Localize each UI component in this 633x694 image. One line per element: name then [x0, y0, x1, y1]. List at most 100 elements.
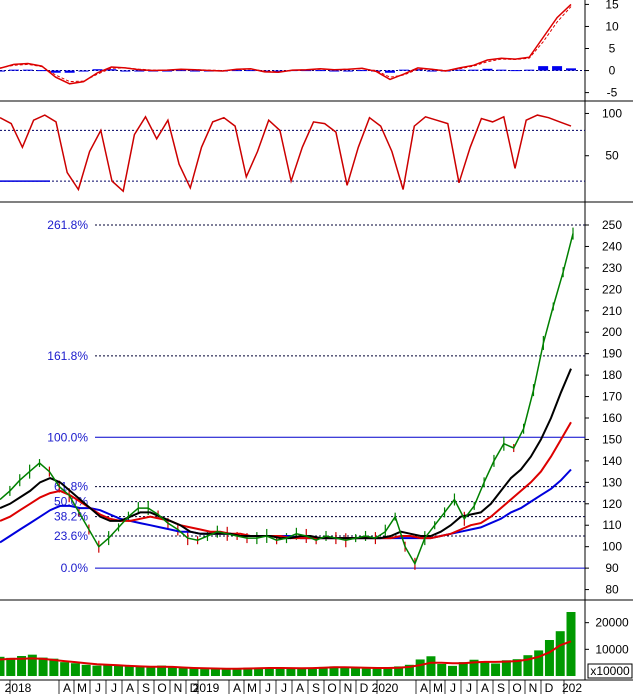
- macd-histogram-bar: [538, 66, 549, 71]
- macd-histogram-bar: [482, 68, 493, 71]
- volume-bar: [437, 664, 447, 676]
- macd-y-tick-label: 10: [605, 19, 619, 33]
- volume-bar: [555, 631, 565, 676]
- price-close-line: [0, 233, 574, 566]
- stoch-y-tick-label: 100: [602, 106, 622, 120]
- volume-bar: [114, 665, 124, 676]
- volume-unit-label: x10000: [590, 664, 630, 678]
- price-y-tick-label: 150: [602, 432, 622, 446]
- price-y-tick-label: 210: [602, 304, 622, 318]
- volume-bar: [243, 667, 253, 676]
- volume-unit-box: [587, 663, 633, 679]
- volume-bar: [351, 668, 361, 676]
- time-axis-label: D: [545, 681, 554, 694]
- macd-histogram-bar: [273, 70, 284, 72]
- macd-histogram-bar: [524, 69, 535, 71]
- time-axis-label: N: [529, 681, 538, 694]
- time-axis-label: A: [233, 681, 241, 694]
- stoch-y-tick-label: 50: [605, 149, 619, 163]
- macd-histogram-bar: [454, 69, 465, 71]
- macd-histogram-bar: [162, 70, 173, 72]
- macd-histogram-bar: [120, 70, 131, 72]
- time-axis-label: O: [512, 681, 521, 694]
- time-axis-label: S: [142, 681, 150, 694]
- volume-bar: [512, 659, 522, 676]
- price-y-tick-label: 90: [605, 561, 619, 575]
- time-axis-label: J: [450, 681, 456, 694]
- volume-bar: [534, 650, 544, 676]
- volume-bar: [458, 662, 468, 676]
- volume-bar: [340, 667, 350, 676]
- time-axis-label: J: [265, 681, 271, 694]
- time-axis-label: 202: [562, 681, 582, 694]
- volume-bar: [0, 656, 5, 676]
- macd-histogram-bar: [566, 68, 576, 71]
- fib-level-label: 0.0%: [61, 561, 89, 575]
- volume-bar: [286, 668, 296, 676]
- volume-bar: [447, 665, 457, 676]
- macd-histogram-bar: [0, 70, 5, 72]
- macd-histogram-bar: [384, 70, 395, 73]
- macd-histogram-bar: [64, 70, 75, 73]
- time-axis-label: M: [433, 681, 443, 694]
- time-axis-label: M: [247, 681, 257, 694]
- volume-bar: [70, 663, 80, 676]
- time-axis-label: A: [420, 681, 428, 694]
- volume-bar: [566, 612, 576, 676]
- fib-level-label: 100.0%: [47, 430, 88, 444]
- macd-histogram-bar: [189, 70, 200, 72]
- macd-y-tick-label: 0: [609, 64, 616, 78]
- macd-histogram-bar: [245, 70, 256, 72]
- macd-histogram-bar: [36, 70, 47, 72]
- fib-level-label: 38.2%: [54, 510, 88, 524]
- price-y-tick-label: 190: [602, 347, 622, 361]
- volume-y-tick-label: 10000: [595, 642, 629, 656]
- time-axis-label: J: [281, 681, 287, 694]
- time-axis-label: A: [63, 681, 71, 694]
- macd-histogram-bar: [8, 69, 19, 71]
- macd-y-tick-label: 15: [605, 0, 619, 11]
- volume-bar: [501, 660, 511, 676]
- macd-line: [0, 3, 572, 85]
- volume-bar: [135, 666, 145, 676]
- volume-bar: [307, 667, 317, 676]
- macd-histogram-bar: [78, 70, 89, 72]
- time-axis-label: 2018: [5, 681, 32, 694]
- macd-histogram-bar: [357, 70, 368, 72]
- price-y-tick-label: 170: [602, 390, 622, 404]
- ma-long-line: [0, 468, 572, 544]
- price-y-tick-label: 180: [602, 368, 622, 382]
- volume-y-tick-label: 20000: [595, 616, 629, 630]
- volume-bar: [544, 640, 554, 676]
- volume-bar: [491, 663, 501, 676]
- macd-histogram-bar: [106, 69, 117, 71]
- fib-level-label: 161.8%: [47, 349, 88, 363]
- price-y-tick-label: 130: [602, 475, 622, 489]
- price-y-tick-label: 250: [602, 218, 622, 232]
- macd-histogram-bar: [329, 70, 340, 72]
- macd-histogram-bar: [50, 70, 61, 73]
- volume-bar: [17, 656, 27, 676]
- time-axis-label: A: [481, 681, 489, 694]
- price-y-tick-label: 160: [602, 411, 622, 425]
- volume-bar: [383, 667, 393, 676]
- volume-bar: [372, 668, 382, 676]
- price-y-tick-label: 230: [602, 261, 622, 275]
- macd-histogram-bar: [176, 70, 187, 72]
- volume-bar: [469, 659, 479, 676]
- macd-histogram-bar: [22, 69, 33, 71]
- macd-histogram-bar: [301, 70, 312, 72]
- volume-bar: [318, 666, 328, 676]
- volume-bar: [81, 664, 91, 676]
- macd-histogram-bar: [315, 70, 326, 72]
- macd-histogram-bar: [231, 70, 242, 72]
- volume-bar: [27, 654, 37, 676]
- volume-bar: [210, 668, 220, 676]
- volume-bar: [426, 656, 436, 676]
- time-axis-label: N: [344, 681, 353, 694]
- time-axis-label: J: [466, 681, 472, 694]
- macd-histogram-bar: [343, 70, 354, 72]
- time-axis-label: O: [157, 681, 166, 694]
- macd-histogram-bar: [398, 69, 409, 71]
